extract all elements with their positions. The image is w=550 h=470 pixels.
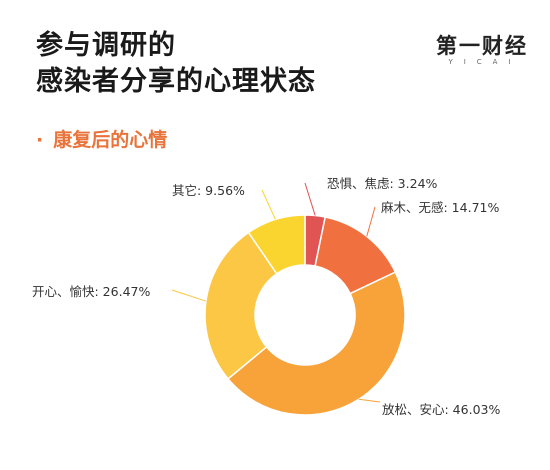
leader-line-4 [261, 189, 276, 220]
leader-line-2 [358, 398, 381, 403]
slice-label-3: 开心、愉快: 26.47% [32, 284, 150, 299]
leader-line-0 [304, 182, 316, 216]
slice-3 [204, 231, 278, 380]
slice-2 [226, 271, 406, 416]
title-line-1: 参与调研的 [36, 30, 176, 61]
logo-subtext: YICAI [448, 58, 522, 66]
page-title: 参与调研的 感染者分享的心理状态 [36, 28, 316, 100]
leader-line-3 [171, 289, 207, 302]
slice-label-4: 其它: 9.56% [172, 183, 245, 198]
leader-line-1 [366, 206, 376, 237]
title-line-2: 感染者分享的心理状态 [36, 66, 316, 97]
slice-label-1: 麻木、无感: 14.71% [381, 200, 499, 215]
slice-4 [247, 214, 306, 275]
section-title: 康复后的心情 [53, 129, 168, 151]
section-heading: · 康复后的心情 [36, 127, 167, 153]
slice-labels: 恐惧、焦虑: 3.24% 麻木、无感: 14.71% 放松、安心: 46.03% 开心… [32, 176, 500, 417]
donut-slices [204, 214, 406, 416]
leader-lines [171, 182, 381, 403]
logo-text: 第一财经 [436, 34, 528, 58]
slice-label-0: 恐惧、焦虑: 3.24% [327, 176, 438, 191]
yicai-logo: 第一财经 YICAI [436, 34, 528, 67]
section-bullet: · [36, 129, 44, 151]
slice-label-2: 放松、安心: 46.03% [382, 402, 500, 417]
